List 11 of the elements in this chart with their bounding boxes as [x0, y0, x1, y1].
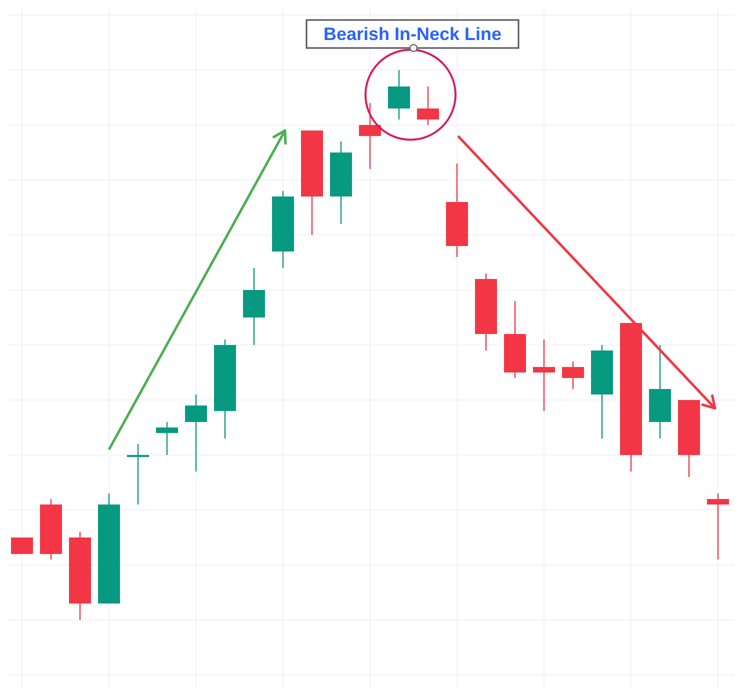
candlestick [533, 338, 555, 412]
candlestick [127, 443, 149, 506]
candlestick [359, 102, 381, 170]
candlestick [11, 538, 33, 554]
candlestick [185, 394, 207, 472]
candlestick [562, 360, 584, 390]
text: Bearish In-Neck Line [323, 24, 502, 44]
candlestick [156, 421, 178, 456]
candlestick [707, 492, 729, 560]
candlestick [388, 69, 410, 120]
candlestick [417, 86, 439, 126]
